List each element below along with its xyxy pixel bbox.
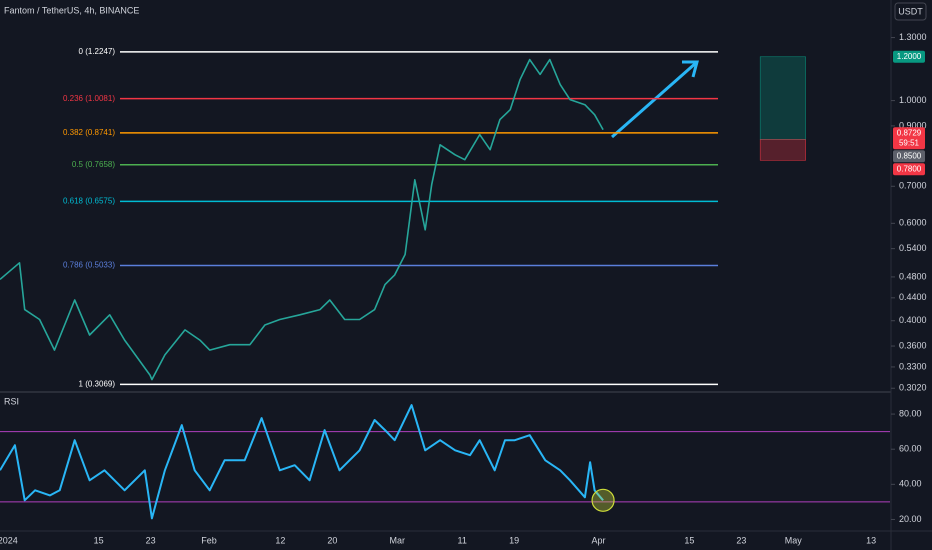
price-badge — [893, 50, 925, 63]
arrow — [611, 60, 698, 139]
countdown: 59:51 — [899, 138, 920, 147]
y-tick-label: 0.7000 — [899, 181, 927, 191]
price-badge-label: 0.8729 — [897, 128, 922, 137]
x-tick-label: 23 — [146, 535, 156, 545]
fib-label: 0.786 (0.5033) — [63, 261, 115, 270]
take-profit-zone — [759, 56, 806, 140]
y-tick-label: 1.0000 — [899, 95, 927, 105]
price-badge-label: 1.2000 — [897, 52, 922, 61]
chart-title: Fantom / TetherUS, 4h, BINANCE — [4, 5, 139, 15]
x-tick-label: Feb — [201, 535, 217, 545]
x-tick-label: 15 — [94, 535, 104, 545]
fib-label: 0.5 (0.7658) — [72, 160, 115, 169]
fib-label: 0.382 (0.8741) — [63, 128, 115, 137]
x-tick-label: Apr — [592, 535, 606, 545]
arrow-head — [682, 60, 699, 78]
x-tick-label: Mar — [390, 535, 406, 545]
y-tick-label: 0.3300 — [899, 361, 927, 371]
x-tick-label: 12 — [275, 535, 285, 545]
rsi-highlight — [591, 488, 615, 512]
x-tick-label: 13 — [866, 535, 876, 545]
currency-box[interactable] — [894, 2, 927, 21]
rsi-title: RSI — [4, 396, 19, 406]
x-tick-label: 2024 — [0, 535, 18, 545]
price-badge — [893, 163, 925, 176]
fib-label: 0.236 (1.0081) — [63, 94, 115, 103]
y-tick-label: 0.9000 — [899, 120, 927, 130]
fib-label: 1 (0.3069) — [79, 379, 116, 388]
price-badge — [893, 127, 925, 150]
price-badge-label: 0.8500 — [897, 151, 922, 160]
y-tick-label: 0.4000 — [899, 315, 927, 325]
x-tick-label: 11 — [458, 535, 467, 545]
y-tick-label: 40.00 — [899, 479, 922, 489]
y-tick-label: 80.00 — [899, 408, 922, 418]
x-tick-label: 19 — [509, 535, 519, 545]
fib-label: 0 (1.2247) — [79, 47, 116, 56]
y-tick-label: 0.3020 — [899, 383, 927, 393]
y-tick-label: 20.00 — [899, 514, 922, 524]
x-tick-label: May — [785, 535, 803, 545]
x-tick-label: 23 — [736, 535, 746, 545]
y-tick-label: 0.4400 — [899, 292, 927, 302]
y-tick-label: 60.00 — [899, 444, 922, 454]
stop-loss-zone — [759, 139, 806, 161]
rsi-line — [0, 404, 604, 520]
price-badge-label: 0.7800 — [897, 164, 922, 173]
price-line — [0, 58, 604, 381]
price-badge — [893, 150, 925, 163]
y-tick-label: 0.6000 — [899, 218, 927, 228]
y-tick-label: 0.3600 — [899, 340, 927, 350]
fib-label: 0.618 (0.6575) — [63, 196, 115, 205]
y-tick-label: 1.3000 — [899, 32, 927, 42]
currency[interactable]: USDT — [898, 6, 923, 16]
x-tick-label: 20 — [327, 535, 337, 545]
x-tick-label: 15 — [684, 535, 694, 545]
y-tick-label: 0.4800 — [899, 271, 927, 281]
y-tick-label: 0.5400 — [899, 243, 927, 253]
